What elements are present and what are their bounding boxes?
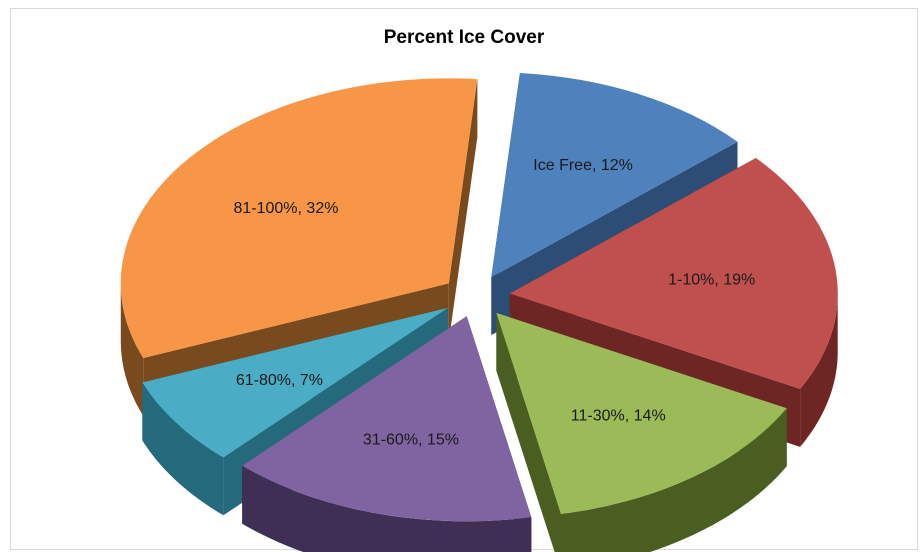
slice-data-label: Ice Free, 12%: [533, 157, 633, 174]
slice-data-label: 11-30%, 14%: [571, 408, 666, 425]
slice-outer-wall: [142, 382, 224, 516]
slice-top-face: [491, 72, 738, 278]
slice-data-label: 1-10%, 19%: [668, 271, 755, 288]
pie-slice-3: [242, 316, 532, 552]
pie-slice-2: [496, 312, 787, 552]
slice-data-label: 61-80%, 7%: [236, 372, 323, 389]
slice-top-face: [242, 316, 532, 522]
slice-data-label: 81-100%, 32%: [233, 200, 338, 217]
slice-outer-wall: [800, 289, 838, 447]
slice-side-face: [496, 312, 562, 552]
chart-title: Percent Ice Cover: [383, 27, 545, 48]
slice-top-face: [496, 312, 787, 514]
slice-outer-wall: [120, 283, 144, 417]
slice-top-face: [509, 158, 838, 389]
slice-side-face: [448, 79, 478, 342]
slice-data-label: 31-60%, 15%: [363, 432, 459, 449]
slice-top-face: [142, 307, 448, 458]
slice-outer-wall: [561, 408, 787, 552]
slice-outer-wall: [242, 465, 532, 552]
slice-top-face: [120, 78, 478, 359]
